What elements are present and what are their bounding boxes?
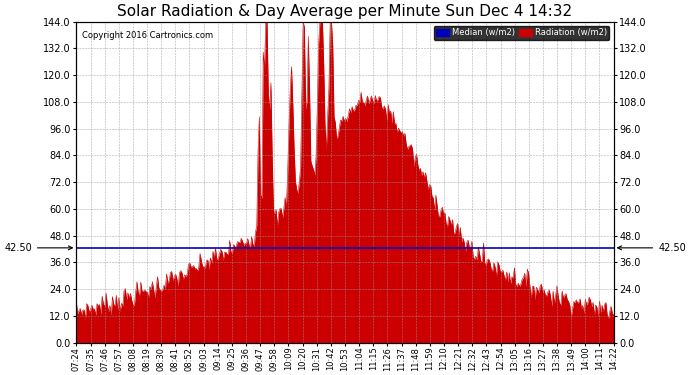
Text: 42.50: 42.50 [618, 243, 686, 253]
Title: Solar Radiation & Day Average per Minute Sun Dec 4 14:32: Solar Radiation & Day Average per Minute… [117, 4, 573, 19]
Text: Copyright 2016 Cartronics.com: Copyright 2016 Cartronics.com [81, 32, 213, 40]
Legend: Median (w/m2), Radiation (w/m2): Median (w/m2), Radiation (w/m2) [433, 26, 609, 40]
Text: 42.50: 42.50 [4, 243, 72, 253]
